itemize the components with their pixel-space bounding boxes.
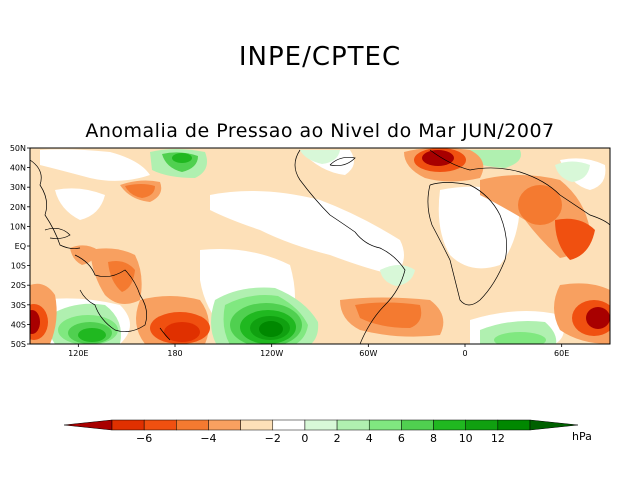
colorbar-tick-label: 0 xyxy=(301,432,308,445)
negative-anomaly xyxy=(555,218,595,260)
latitude-label: 50S xyxy=(11,340,26,349)
neutral-zone xyxy=(210,191,404,275)
positive-anomaly xyxy=(555,161,590,182)
colorbar-swatch xyxy=(497,419,531,431)
colorbar-swatch xyxy=(176,419,209,431)
colorbar-swatch xyxy=(368,419,402,431)
latitude-label: 20S xyxy=(11,281,26,290)
colorbar-swatch xyxy=(401,419,434,431)
colorbar-max-arrow xyxy=(529,419,579,431)
negative-anomaly xyxy=(422,150,454,166)
colorbar-tick-label: 2 xyxy=(334,432,341,445)
negative-anomaly xyxy=(125,184,155,198)
colorbar-swatch xyxy=(465,419,499,431)
latitude-label: 30N xyxy=(10,183,26,192)
longitude-label: 60E xyxy=(554,349,569,358)
latitude-label: 40N xyxy=(10,164,26,173)
colorbar-swatch xyxy=(433,419,466,431)
positive-anomaly xyxy=(380,265,415,286)
colorbar-unit: hPa xyxy=(572,430,592,443)
anomaly-field xyxy=(30,148,610,344)
negative-anomaly xyxy=(70,245,98,265)
coastlines xyxy=(30,149,610,344)
colorbar-tick-label: 6 xyxy=(398,432,405,445)
latitude-label: 50N xyxy=(10,144,26,153)
positive-anomaly xyxy=(78,328,106,342)
negative-anomaly xyxy=(586,307,610,329)
negative-anomaly xyxy=(30,310,40,334)
positive-anomaly xyxy=(494,332,546,344)
colorbar-tick-label: 12 xyxy=(491,432,505,445)
colorbar-swatch xyxy=(272,419,306,431)
colorbar-tick-label: −4 xyxy=(200,432,216,445)
longitude-label: 120E xyxy=(68,349,88,358)
organization-title: INPE/CPTEC xyxy=(238,42,402,72)
map-title: Anomalia de Pressao ao Nivel do Mar JUN/… xyxy=(85,120,555,142)
colorbar-swatch xyxy=(143,419,177,431)
colorbar-tick-label: 8 xyxy=(430,432,437,445)
colorbar-swatch xyxy=(111,419,145,431)
longitude-axis: 120E 180 120W 60W 0 60E xyxy=(68,344,569,358)
latitude-label: 10N xyxy=(10,222,26,231)
colorbar-tick-label: 10 xyxy=(459,432,473,445)
colorbar-swatch xyxy=(336,419,370,431)
colorbar: −6 −4 −2 0 2 4 6 8 10 12 xyxy=(63,419,579,445)
latitude-label: 30S xyxy=(11,301,26,310)
negative-anomaly xyxy=(518,185,562,225)
colorbar-tick-label: −2 xyxy=(265,432,281,445)
colorbar-tick-label: 4 xyxy=(366,432,373,445)
latitude-label: 40S xyxy=(11,320,26,329)
colorbar-min-arrow xyxy=(63,419,113,431)
latitude-label: EQ xyxy=(15,242,26,251)
neutral-zone xyxy=(55,188,105,220)
neutral-zone xyxy=(40,149,150,181)
negative-anomaly xyxy=(108,261,135,292)
positive-anomaly xyxy=(259,321,283,337)
latitude-label: 20N xyxy=(10,203,26,212)
latitude-label: 10S xyxy=(11,262,26,271)
longitude-label: 0 xyxy=(462,349,467,358)
positive-anomaly xyxy=(300,150,340,164)
positive-anomaly xyxy=(172,153,192,163)
neutral-zone xyxy=(438,186,520,269)
colorbar-swatch xyxy=(208,419,241,431)
colorbar-swatch xyxy=(304,419,338,431)
longitude-label: 180 xyxy=(167,349,182,358)
longitude-label: 120W xyxy=(260,349,283,358)
longitude-label: 60W xyxy=(359,349,377,358)
colorbar-swatch xyxy=(240,419,274,431)
colorbar-tick-label: −6 xyxy=(136,432,152,445)
latitude-axis: 50N 40N 30N 20N 10N EQ 10S 20S 30S 40S 50S xyxy=(10,144,30,349)
negative-anomaly xyxy=(164,322,200,342)
